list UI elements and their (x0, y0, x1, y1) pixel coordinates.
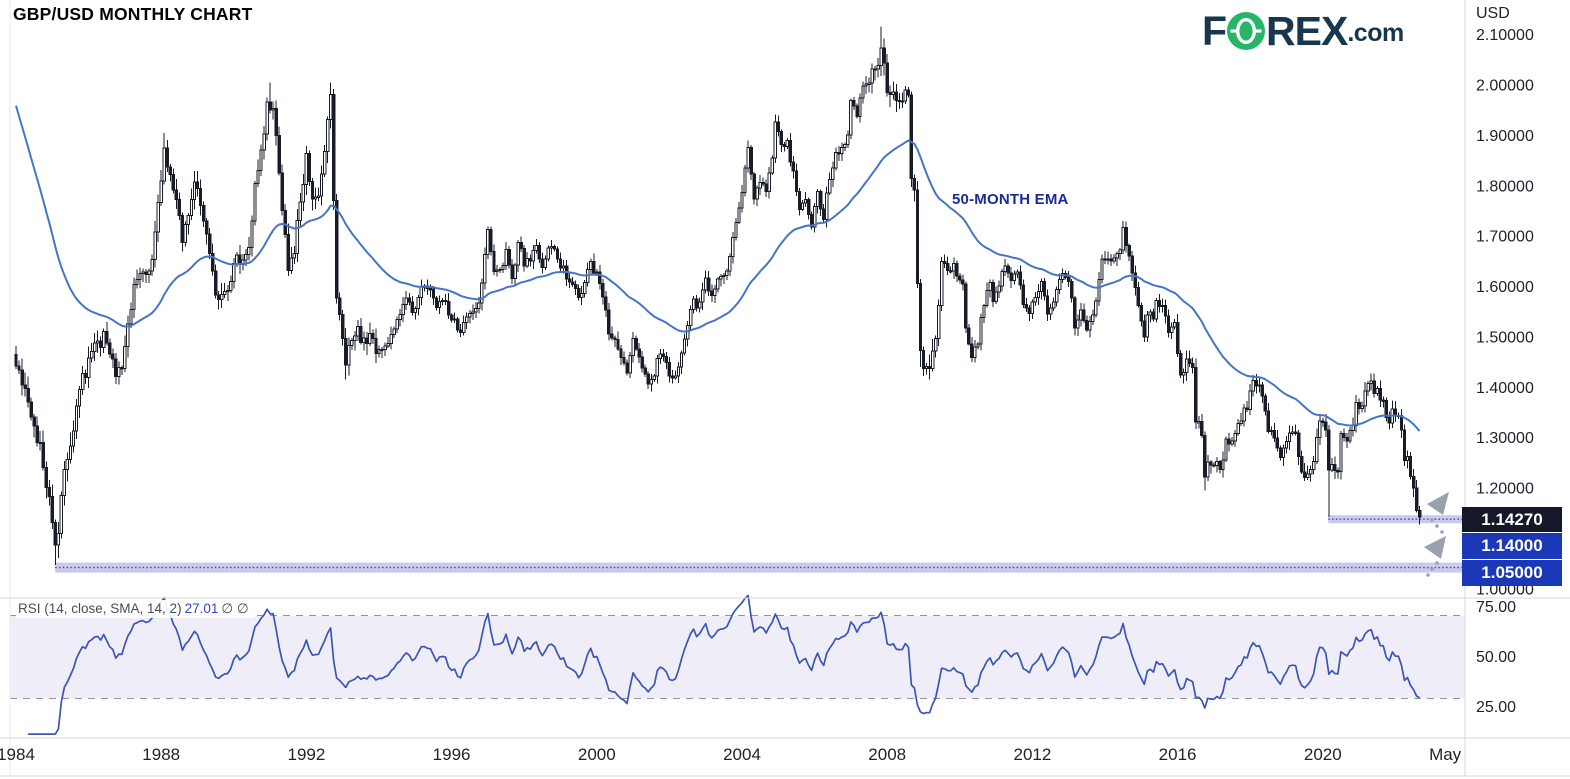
annotation-trail-dot (1435, 561, 1439, 565)
annotation-trail-dot (1430, 518, 1434, 522)
price-tick-label: 1.50000 (1476, 329, 1534, 346)
price-tick-label: 1.30000 (1476, 430, 1534, 447)
support-zone (55, 562, 1466, 573)
year-tick-label: 2012 (1013, 745, 1051, 764)
page-title: GBP/USD MONTHLY CHART (13, 4, 253, 24)
annotation-arrows (1424, 492, 1449, 577)
year-tick-label: 1984 (0, 745, 35, 764)
price-tick-label: 2.10000 (1476, 27, 1534, 44)
price-tick-label: 2.00000 (1476, 78, 1534, 95)
ema-annotation-label: 50-MONTH EMA (952, 191, 1069, 208)
support-level-tag-2: 1.05000 (1462, 560, 1562, 586)
year-tick-label: 2016 (1159, 745, 1197, 764)
price-tick-label: 1.40000 (1476, 380, 1534, 397)
candle-bodies-up (38, 47, 1410, 546)
forex-logo-text-rex: REX (1266, 8, 1348, 54)
price-tick-label: 1.20000 (1476, 481, 1534, 498)
forex-logo-text-f: F (1202, 8, 1227, 54)
candlestick-series (14, 26, 1422, 566)
price-tick-label: 1.70000 (1476, 229, 1534, 246)
rsi-tick-label: 25.00 (1476, 699, 1516, 716)
annotation-trail-dot (1435, 524, 1439, 528)
rsi-tick-label: 75.00 (1476, 599, 1516, 616)
support-zones (55, 515, 1466, 573)
forex-logo: F REX .com (1202, 8, 1404, 54)
year-tick-label: 2000 (578, 745, 616, 764)
price-tick-label: 1.90000 (1476, 128, 1534, 145)
annotation-trail-dot (1430, 567, 1434, 571)
rsi-legend-value: 27.01 (184, 601, 219, 616)
rsi-legend-extra: ∅ ∅ (221, 601, 249, 616)
candle-bodies-down (14, 47, 1422, 546)
axis-currency-label: USD (1476, 5, 1510, 22)
rsi-line (28, 594, 1421, 735)
year-tick-label: 1988 (142, 745, 180, 764)
annotation-arrow-down-icon (1424, 536, 1446, 559)
forex-logo-coin-icon (1227, 12, 1266, 50)
support-level-tag-1: 1.14000 (1462, 533, 1562, 559)
year-tick-label: 1992 (287, 745, 325, 764)
year-tick-label: 2008 (868, 745, 906, 764)
support-zone (1328, 515, 1465, 524)
year-tick-label: 2020 (1304, 745, 1342, 764)
year-tick-label: 1996 (433, 745, 471, 764)
forex-logo-text-com: .com (1347, 19, 1404, 47)
annotation-trail-dot (1440, 530, 1444, 534)
price-tick-label: 1.80000 (1476, 178, 1534, 195)
rsi-legend-label: RSI (14, close, SMA, 14, 2) (18, 601, 182, 616)
annotation-arrow-up-icon (1427, 492, 1449, 515)
rsi-band-group (10, 614, 1465, 700)
rsi-tick-label: 50.00 (1476, 649, 1516, 666)
year-tick-label: 2004 (723, 745, 761, 764)
time-axis-ticks: 1984 1988 1992 1996 2000 2004 2008 2012 2016 2020… (0, 745, 1462, 764)
annotation-trail-dot (1426, 573, 1430, 577)
rsi-band (10, 616, 1465, 698)
rsi-legend[interactable]: RSI (14, close, SMA, 14, 2) 27.01 ∅ ∅ (16, 600, 255, 618)
rsi-axis-ticks: 75.00 50.00 25.00 (1476, 599, 1516, 716)
candle-wicks (15, 26, 1421, 566)
ema-line (15, 105, 1421, 432)
last-price-tag: 1.14270 (1462, 507, 1562, 532)
price-tick-label: 1.60000 (1476, 279, 1534, 296)
month-tick-label: May (1429, 745, 1462, 764)
